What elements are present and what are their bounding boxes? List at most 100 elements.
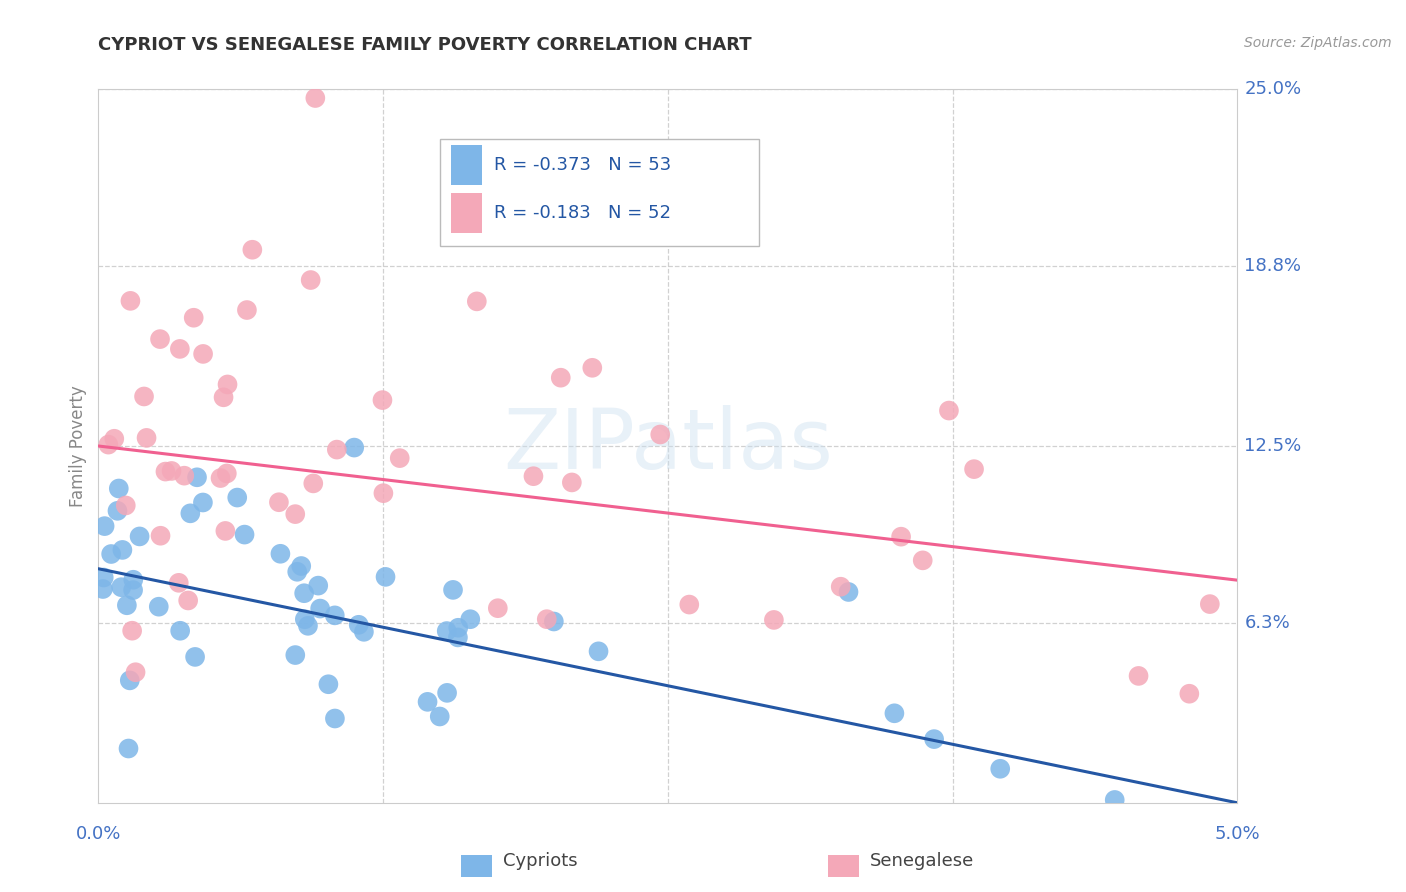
Point <box>285 565 308 579</box>
Point <box>114 499 136 513</box>
Point <box>284 648 307 662</box>
Point <box>522 469 544 483</box>
Point <box>297 619 319 633</box>
Point <box>353 624 375 639</box>
Point <box>135 431 157 445</box>
Text: 6.3%: 6.3% <box>1244 614 1291 632</box>
Point <box>155 465 177 479</box>
Point <box>184 649 207 664</box>
Point <box>103 432 125 446</box>
Point <box>323 711 346 725</box>
Point <box>160 464 183 478</box>
Point <box>191 347 214 361</box>
Point <box>318 677 340 691</box>
Point <box>169 624 191 638</box>
Point <box>97 437 120 451</box>
Point <box>128 529 150 543</box>
Point <box>650 427 672 442</box>
Point <box>1128 669 1150 683</box>
Point <box>167 575 190 590</box>
Point <box>110 580 132 594</box>
Point <box>347 617 370 632</box>
Point <box>938 403 960 417</box>
Text: 12.5%: 12.5% <box>1244 437 1302 455</box>
Point <box>240 243 263 257</box>
Point <box>371 393 394 408</box>
Text: CYPRIOT VS SENEGALESE FAMILY POVERTY CORRELATION CHART: CYPRIOT VS SENEGALESE FAMILY POVERTY COR… <box>98 36 752 54</box>
Point <box>107 504 129 518</box>
Point <box>122 583 145 598</box>
Point <box>458 612 481 626</box>
Point <box>269 547 291 561</box>
Text: 25.0%: 25.0% <box>1244 80 1302 98</box>
Point <box>233 527 256 541</box>
Text: Cypriots: Cypriots <box>503 852 578 870</box>
Point <box>309 601 332 615</box>
Point <box>209 471 232 485</box>
Point <box>117 741 139 756</box>
Point <box>121 624 143 638</box>
Point <box>177 593 200 607</box>
Point <box>111 543 134 558</box>
Point <box>107 482 129 496</box>
Point <box>267 495 290 509</box>
Point <box>830 580 852 594</box>
Text: R = -0.373   N = 53: R = -0.373 N = 53 <box>494 156 671 174</box>
Point <box>1178 687 1201 701</box>
Point <box>588 644 610 658</box>
Point <box>100 547 122 561</box>
Point <box>550 370 572 384</box>
Point <box>447 631 470 645</box>
Point <box>963 462 986 476</box>
Point <box>922 732 945 747</box>
Point <box>441 582 464 597</box>
Point <box>762 613 785 627</box>
Point <box>307 579 329 593</box>
Point <box>465 294 488 309</box>
Point <box>149 529 172 543</box>
Point <box>148 599 170 614</box>
Point <box>911 553 934 567</box>
Point <box>290 559 312 574</box>
Point <box>212 390 235 404</box>
Point <box>191 495 214 509</box>
Point <box>374 570 396 584</box>
Point <box>186 470 208 484</box>
Point <box>179 506 201 520</box>
Text: Source: ZipAtlas.com: Source: ZipAtlas.com <box>1244 36 1392 50</box>
Text: R = -0.183   N = 52: R = -0.183 N = 52 <box>494 204 671 222</box>
Point <box>581 360 603 375</box>
Point <box>343 441 366 455</box>
Point <box>1198 597 1220 611</box>
Point <box>292 586 315 600</box>
Point <box>326 442 349 457</box>
Point <box>1104 793 1126 807</box>
Point <box>486 601 509 615</box>
Point <box>890 530 912 544</box>
Point <box>837 585 859 599</box>
Y-axis label: Family Poverty: Family Poverty <box>69 385 87 507</box>
Text: ZIPatlas: ZIPatlas <box>503 406 832 486</box>
Point <box>115 599 138 613</box>
Point <box>93 519 115 533</box>
Point <box>93 570 115 584</box>
Point <box>122 573 145 587</box>
Point <box>447 621 470 635</box>
Text: 5.0%: 5.0% <box>1215 825 1260 843</box>
Point <box>169 342 191 356</box>
Point <box>120 293 142 308</box>
Point <box>429 709 451 723</box>
Point <box>436 624 458 638</box>
Point <box>304 91 326 105</box>
Point <box>217 377 239 392</box>
Point <box>302 476 325 491</box>
Point <box>561 475 583 490</box>
Point <box>678 598 700 612</box>
Point <box>543 615 565 629</box>
Point <box>536 612 558 626</box>
Point <box>284 507 307 521</box>
Text: Senegalese: Senegalese <box>870 852 974 870</box>
Point <box>236 303 259 318</box>
Point <box>416 695 439 709</box>
Point <box>883 706 905 721</box>
